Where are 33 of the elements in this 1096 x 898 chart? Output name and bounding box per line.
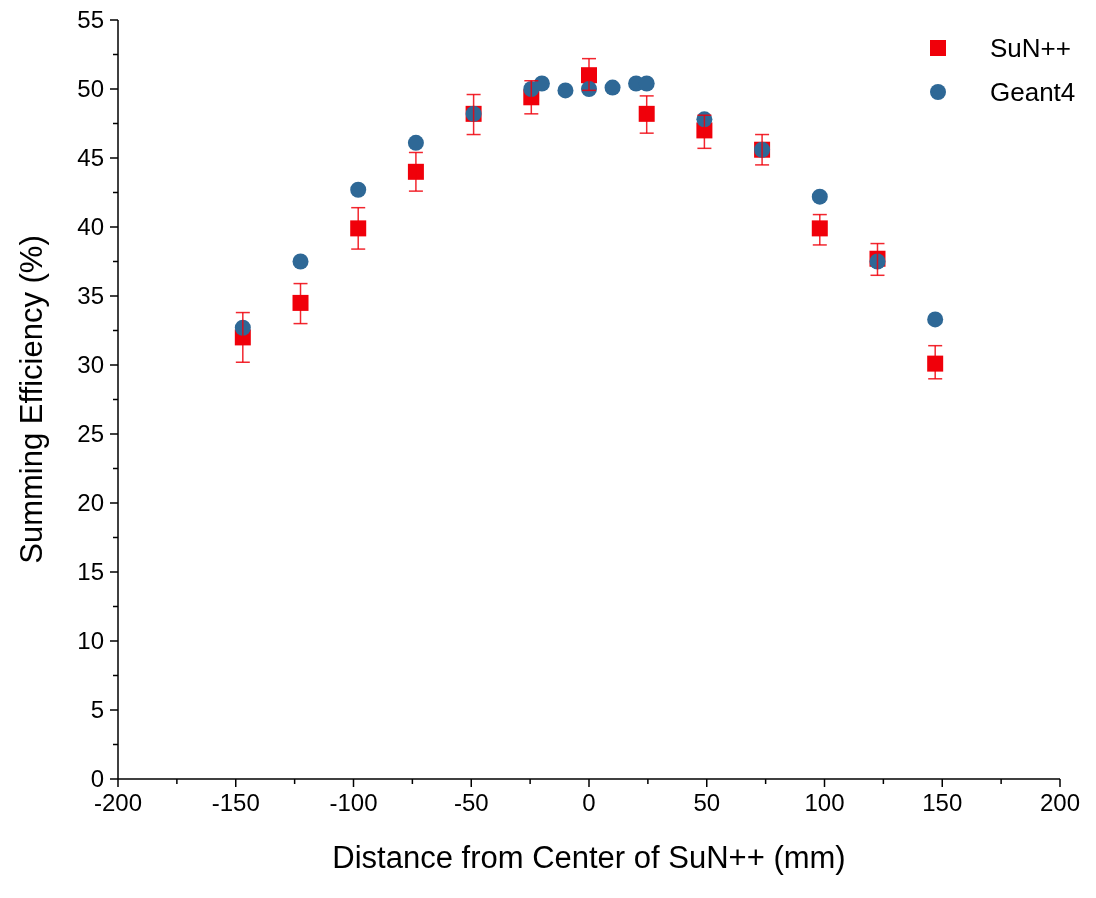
x-tick-label: 100 — [804, 789, 845, 816]
y-tick-label: 20 — [77, 489, 104, 517]
legend-label: Geant4 — [990, 77, 1076, 108]
x-axis-title: Distance from Center of SuN++ (mm) — [332, 840, 846, 875]
x-tick-label: -100 — [329, 789, 378, 816]
legend-label: SuN++ — [990, 33, 1071, 64]
y-tick-label: 50 — [77, 75, 104, 103]
y-tick-label: 10 — [77, 627, 104, 655]
y-tick-label: 25 — [77, 420, 104, 448]
point — [292, 294, 309, 311]
point — [350, 181, 367, 198]
x-tick-label: -150 — [211, 789, 260, 816]
x-tick-label: 150 — [922, 789, 963, 816]
x-tick-label: -50 — [453, 789, 489, 816]
y-axis-title: Summing Efficiency (%) — [14, 235, 49, 564]
y-tick-label: 15 — [77, 558, 104, 586]
y-tick-label: 30 — [77, 351, 104, 379]
x-tick-label: 0 — [582, 789, 596, 816]
y-tick-label: 40 — [77, 213, 104, 241]
point — [927, 311, 944, 328]
point — [604, 79, 621, 96]
x-tick-label: 50 — [693, 789, 721, 816]
y-tick-label: 5 — [90, 696, 104, 724]
y-tick-label: 55 — [77, 6, 104, 34]
y-tick-label: 45 — [77, 144, 104, 172]
point — [533, 75, 550, 92]
x-tick-label: 200 — [1039, 789, 1081, 816]
point — [407, 134, 424, 151]
point — [557, 82, 574, 99]
point — [811, 188, 828, 205]
point — [292, 253, 309, 270]
y-tick-label: 35 — [77, 282, 104, 310]
point — [638, 105, 655, 122]
